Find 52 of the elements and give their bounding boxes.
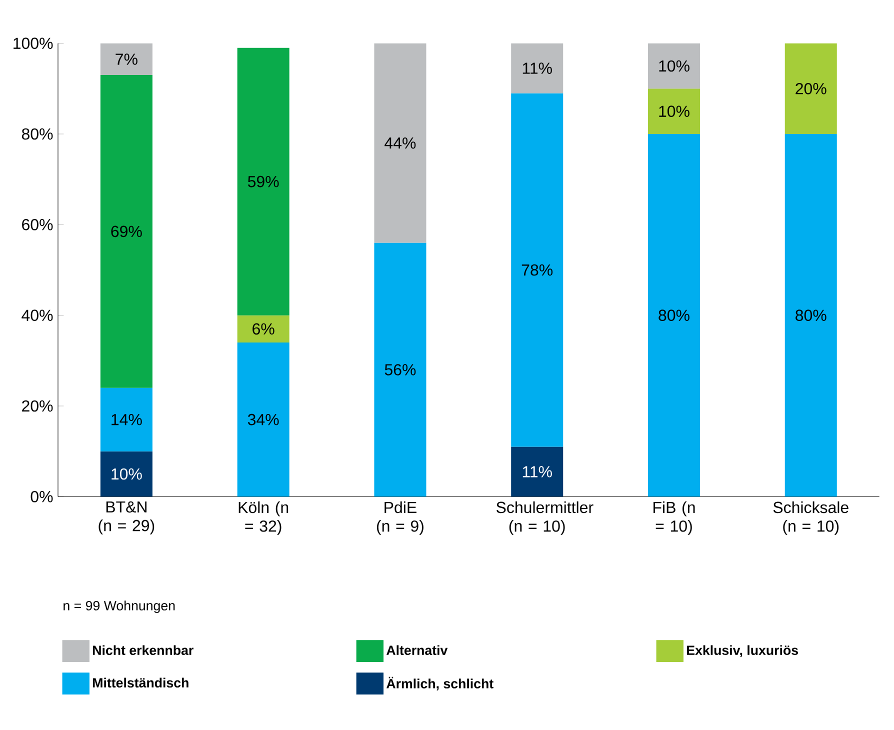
data-label: 7% <box>116 54 138 65</box>
data-label: 14% <box>112 414 142 426</box>
data-label: 59% <box>248 176 279 188</box>
bar <box>648 134 700 497</box>
bar <box>511 93 564 447</box>
data-label: 20% <box>796 82 826 94</box>
bar <box>784 43 837 134</box>
x-tick-label: Köln (n = 32) <box>238 501 288 535</box>
bar <box>237 342 290 497</box>
bar <box>511 446 564 497</box>
y-tick-label: 40% <box>22 310 53 321</box>
x-tick-label: BT&N (n = 29) <box>98 501 154 534</box>
bar <box>100 388 152 452</box>
data-label: 78% <box>522 264 553 276</box>
data-label: 80% <box>796 310 826 321</box>
y-tick-label: 60% <box>22 218 53 230</box>
bar <box>100 451 152 497</box>
legend-label: Ärmlich, schlicht <box>386 676 494 690</box>
y-tick-label: 20% <box>22 400 53 412</box>
y-tick-label: 100% <box>14 38 53 49</box>
x-tick-label: Schulermittler (n = 10) <box>496 501 594 535</box>
data-label: 69% <box>111 226 142 238</box>
data-label: 10% <box>659 106 690 117</box>
data-label: 11% <box>522 62 552 74</box>
bar <box>100 43 152 76</box>
x-tick-label: FiB (n = 10) <box>654 501 695 535</box>
x-tick-label: Schicksale (n = 10) <box>773 501 848 535</box>
data-label: 44% <box>384 137 416 149</box>
data-label: 6% <box>252 323 274 335</box>
bar <box>237 315 290 343</box>
text: n = 99 Wohnungen <box>64 600 175 614</box>
bar <box>784 134 837 497</box>
legend-label: Exklusiv, luxuriös <box>687 645 798 657</box>
data-label: 11% <box>522 466 552 478</box>
bar <box>237 48 290 316</box>
data-label: 10% <box>659 60 690 72</box>
bar <box>648 43 700 89</box>
bar <box>374 43 426 243</box>
legend-label: Alternativ <box>386 645 448 656</box>
legend-label: Nicht erkennbar <box>93 645 194 656</box>
data-label: 80% <box>658 310 690 321</box>
data-label: 34% <box>248 414 279 426</box>
bar <box>100 75 152 388</box>
legend-label: Mittelständisch <box>93 678 188 688</box>
bar <box>374 242 426 497</box>
y-tick-label: 80% <box>22 128 53 140</box>
bar <box>511 43 564 94</box>
x-tick-label: PdiE (n = 9) <box>376 501 424 535</box>
data-label: 56% <box>384 364 416 376</box>
data-label: 10% <box>112 468 142 480</box>
bar <box>648 88 700 134</box>
y-tick-label: 0% <box>30 490 53 502</box>
